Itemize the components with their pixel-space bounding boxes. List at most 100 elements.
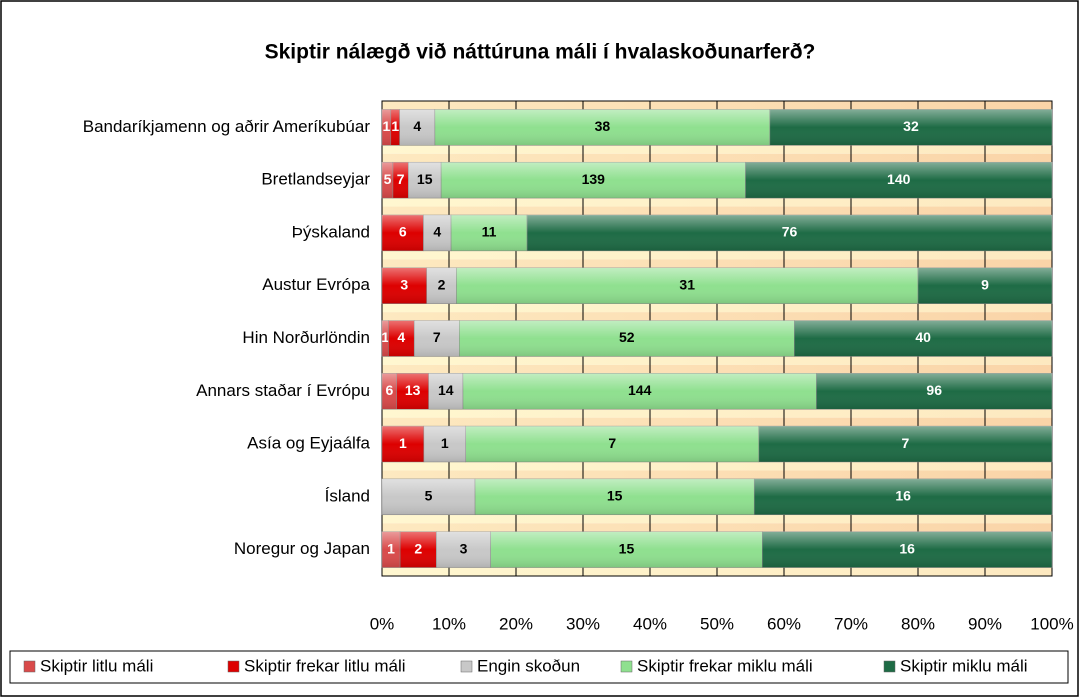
legend-swatch <box>227 660 240 673</box>
data-label: 1 <box>383 118 391 134</box>
data-label: 3 <box>400 276 408 292</box>
bar-shade <box>459 320 795 357</box>
y-tick-label: Bretlandseyjar <box>261 170 370 189</box>
y-tick-label: Þýskaland <box>292 222 370 241</box>
bar-shade <box>408 162 442 199</box>
y-tick-label: Hin Norðurlöndin <box>242 328 370 347</box>
x-tick-label: 0% <box>370 614 395 633</box>
data-label: 6 <box>399 224 407 240</box>
data-label: 13 <box>405 382 421 398</box>
data-label: 38 <box>595 118 611 134</box>
bar-shade <box>414 320 460 357</box>
legend-label: Engin skoðun <box>477 656 580 675</box>
bar-shade <box>382 426 424 462</box>
bar-shade <box>490 531 763 568</box>
bar-shade <box>426 267 457 304</box>
bar-shade <box>456 267 918 304</box>
data-label: 7 <box>397 171 405 187</box>
data-label: 31 <box>679 276 695 292</box>
y-tick-label: Noregur og Japan <box>234 539 370 558</box>
data-label: 15 <box>619 540 635 556</box>
x-tick-label: 50% <box>700 614 734 633</box>
data-label: 32 <box>903 118 919 134</box>
bar-shade <box>436 531 491 568</box>
legend-swatch <box>620 660 633 673</box>
bar-shade <box>462 373 817 410</box>
x-tick-label: 100% <box>1030 614 1073 633</box>
data-label: 5 <box>384 171 392 187</box>
data-label: 9 <box>981 276 989 292</box>
bar-shade <box>423 426 466 462</box>
y-tick-label: Ísland <box>325 486 370 505</box>
bar-shade <box>382 267 427 304</box>
data-label: 1 <box>381 329 389 345</box>
data-label: 1 <box>387 540 395 556</box>
bar-shade <box>451 215 528 251</box>
bar-shade <box>382 320 389 357</box>
bar-shade <box>392 162 409 199</box>
data-label: 14 <box>438 382 454 398</box>
bar-shade <box>758 426 1052 462</box>
x-tick-label: 60% <box>767 614 801 633</box>
bar-shade <box>816 373 1052 410</box>
data-label: 52 <box>619 329 635 345</box>
y-tick-label: Asía og Eyjaálfa <box>247 434 370 453</box>
x-tick-label: 80% <box>901 614 935 633</box>
chart-title: Skiptir nálægð við náttúruna máli í hval… <box>265 41 816 64</box>
legend-label: Skiptir frekar litlu máli <box>244 656 406 675</box>
bar-shade <box>475 478 755 515</box>
data-label: 16 <box>895 488 911 504</box>
data-label: 6 <box>385 382 393 398</box>
x-tick-label: 40% <box>633 614 667 633</box>
data-label: 1 <box>391 118 399 134</box>
legend-swatch <box>23 660 36 673</box>
bar-shade <box>423 215 452 251</box>
data-label: 144 <box>628 382 652 398</box>
data-label: 139 <box>582 171 606 187</box>
bar-shade <box>382 215 424 251</box>
legend-swatch <box>460 660 473 673</box>
x-tick-label: 90% <box>968 614 1002 633</box>
bar-shade <box>794 320 1052 357</box>
bar-shade <box>745 162 1052 199</box>
x-tick-label: 10% <box>432 614 466 633</box>
bar-shade <box>441 162 746 199</box>
bar-shade <box>918 267 1052 304</box>
legend-label: Skiptir litlu máli <box>40 656 153 675</box>
bar-shade <box>382 162 393 199</box>
data-label: 4 <box>433 224 441 240</box>
legend-label: Skiptir miklu máli <box>900 656 1028 675</box>
data-label: 2 <box>438 276 446 292</box>
data-label: 16 <box>899 540 915 556</box>
y-tick-label: Austur Evrópa <box>262 275 370 294</box>
bar-shade <box>527 215 1052 251</box>
bar-shade <box>754 478 1052 515</box>
bar-shade <box>382 478 476 515</box>
data-label: 4 <box>413 118 421 134</box>
bar-shade <box>382 109 391 146</box>
data-label: 5 <box>425 488 433 504</box>
bar-shade <box>399 109 435 146</box>
data-label: 2 <box>414 540 422 556</box>
data-label: 11 <box>482 224 497 240</box>
data-label: 76 <box>782 224 798 240</box>
bar-shade <box>388 320 415 357</box>
y-tick-label: Annars staðar í Evrópu <box>196 381 370 400</box>
bar-shade <box>762 531 1052 568</box>
data-label: 40 <box>915 329 931 345</box>
bar-shade <box>382 373 397 410</box>
data-label: 4 <box>397 329 405 345</box>
bar-shade <box>396 373 429 410</box>
x-tick-label: 70% <box>834 614 868 633</box>
data-label: 96 <box>926 382 942 398</box>
data-label: 15 <box>607 488 623 504</box>
bar-shade <box>382 531 401 568</box>
legend-label: Skiptir frekar miklu máli <box>637 656 813 675</box>
y-tick-label: Bandaríkjamenn og aðrir Ameríkubúar <box>83 117 371 136</box>
bar-shade <box>769 109 1052 146</box>
bar-shade <box>434 109 770 146</box>
x-tick-label: 20% <box>499 614 533 633</box>
bar-shade <box>465 426 759 462</box>
data-label: 3 <box>460 540 468 556</box>
